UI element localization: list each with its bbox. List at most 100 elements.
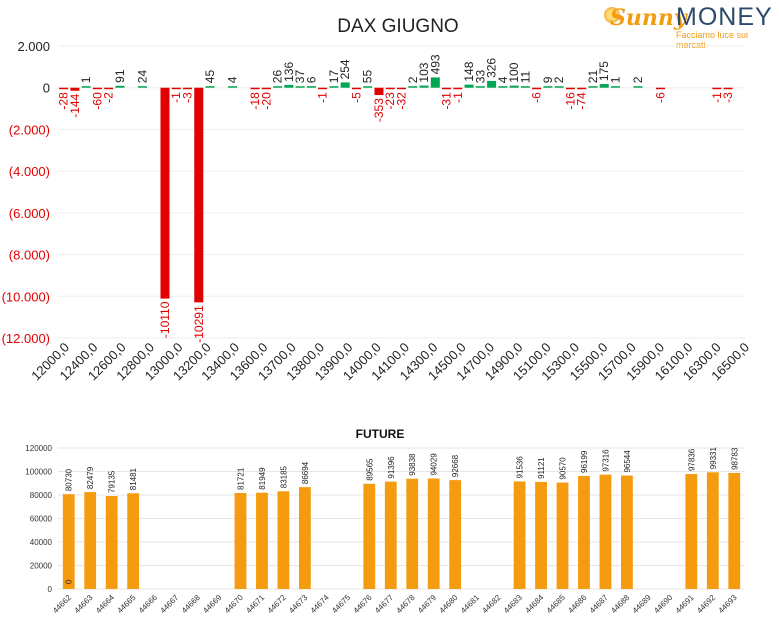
future-data-label: 99331: [709, 446, 718, 469]
dax-bar: [385, 87, 395, 90]
future-x-tick-label: 44683: [502, 593, 524, 615]
dax-data-label: -18: [248, 92, 262, 110]
dax-bar: [318, 87, 328, 90]
future-x-tick-label: 44686: [566, 593, 588, 615]
dax-bar: [374, 87, 384, 96]
future-x-tick-label: 44691: [674, 593, 696, 615]
dax-data-label: -31: [440, 92, 454, 110]
future-x-tick-label: 44690: [652, 593, 674, 615]
dax-data-label: -1: [710, 92, 724, 103]
dax-bar: [633, 86, 643, 88]
dax-data-label: -32: [395, 92, 409, 110]
future-bar: [427, 478, 440, 589]
dax-data-label: -60: [90, 92, 104, 110]
dax-bar: [295, 86, 305, 88]
dax-bar: [104, 87, 114, 90]
future-x-tick-label: 44676: [352, 593, 374, 615]
dax-bar: [59, 87, 69, 90]
dax-data-label: -16: [563, 92, 577, 110]
dax-bar: [194, 87, 204, 303]
dax-bar: [183, 87, 193, 90]
dax-bar: [115, 85, 125, 88]
dax-bar: [205, 86, 215, 88]
logo-tagline: Facciamo luce sui mercati: [676, 30, 749, 50]
future-bar: [728, 472, 741, 589]
dax-bar: [712, 87, 722, 90]
future-bar: [105, 496, 118, 589]
dax-bar: [250, 87, 260, 90]
future-x-tick-label: 44666: [137, 593, 159, 615]
dax-data-label: 24: [135, 70, 149, 84]
future-x-tick-label: 44664: [94, 593, 116, 615]
dax-data-label: 26: [271, 70, 285, 84]
logo-money-text: MONEY: [676, 3, 773, 31]
dax-chart-title: DAX GIUGNO: [337, 16, 458, 37]
dax-data-label: 1: [608, 76, 622, 83]
dax-bar: [70, 87, 80, 91]
dax-y-tick-label: 0: [43, 81, 50, 96]
future-data-label: 91396: [387, 456, 396, 479]
dax-data-label: 1: [79, 76, 93, 83]
dax-data-label: 9: [541, 76, 555, 83]
future-data-label: 82479: [86, 466, 95, 489]
future-data-label: 96199: [580, 450, 589, 473]
dax-bar: [475, 86, 485, 88]
dax-data-label: -20: [259, 92, 273, 110]
dax-y-tick-label: (10.000): [2, 289, 50, 304]
future-bar: [621, 475, 633, 589]
future-data-label: 91536: [516, 456, 525, 479]
dax-bar: [430, 77, 440, 88]
future-x-tick-label: 44682: [480, 593, 502, 615]
dax-bar: [509, 85, 519, 88]
future-bar: [363, 483, 376, 589]
dax-bar: [419, 85, 429, 88]
future-y-tick-label: 120000: [25, 444, 52, 453]
future-bar: [599, 474, 612, 589]
dax-bar: [261, 87, 271, 90]
future-data-label: 94029: [430, 453, 439, 476]
future-x-tick-label: 44692: [695, 593, 717, 615]
future-bar: [84, 492, 97, 589]
future-bar: [513, 481, 526, 589]
dax-data-label: 103: [417, 62, 431, 82]
dax-chart: DAX GIUGNO 2.000 0 (2.000) (4.000) (6.000) (8.…: [2, 16, 753, 383]
future-x-tick-label: 44679: [416, 593, 438, 615]
dax-data-label: 17: [327, 70, 341, 84]
dax-data-label: -23: [383, 92, 397, 110]
future-bar: [535, 481, 547, 589]
dax-bar: [520, 86, 530, 88]
future-data-label: 92668: [451, 454, 460, 477]
dax-bar: [453, 87, 463, 90]
future-bar: [127, 493, 140, 589]
dax-data-label: 136: [282, 62, 296, 82]
dax-data-label: 45: [203, 70, 217, 84]
dax-data-label: -74: [575, 92, 589, 110]
future-y-tick-label: 60000: [30, 515, 53, 524]
future-x-tick-label: 44684: [523, 593, 545, 615]
future-bar: [706, 472, 719, 589]
dax-data-label: 2: [552, 76, 566, 83]
dax-data-label: 11: [518, 70, 532, 83]
dax-bar: [464, 84, 474, 88]
future-data-label: 97836: [687, 448, 696, 471]
dax-bar: [442, 87, 452, 90]
dax-bar: [723, 87, 733, 90]
dax-data-label: 493: [428, 54, 442, 74]
future-bar: [406, 478, 419, 589]
future-data-label: 97316: [601, 449, 610, 472]
dax-data-label: -6: [530, 92, 544, 103]
dax-bar: [340, 82, 350, 88]
future-x-tick-label: 44677: [373, 593, 395, 615]
dax-data-label: -1: [316, 92, 330, 103]
dax-bar: [577, 87, 587, 90]
future-y-tick-label: 80000: [30, 491, 53, 500]
future-x-tick-label: 44670: [223, 593, 245, 615]
dax-data-label: -6: [654, 92, 668, 103]
future-x-tick-label: 44687: [588, 593, 610, 615]
future-x-tick-label: 44665: [115, 593, 137, 615]
future-bar: [62, 494, 75, 589]
future-x-tick-label: 44688: [609, 593, 631, 615]
future-data-label: 81949: [258, 467, 267, 490]
future-inner-label: 0: [65, 579, 74, 584]
dax-bar: [171, 87, 181, 90]
